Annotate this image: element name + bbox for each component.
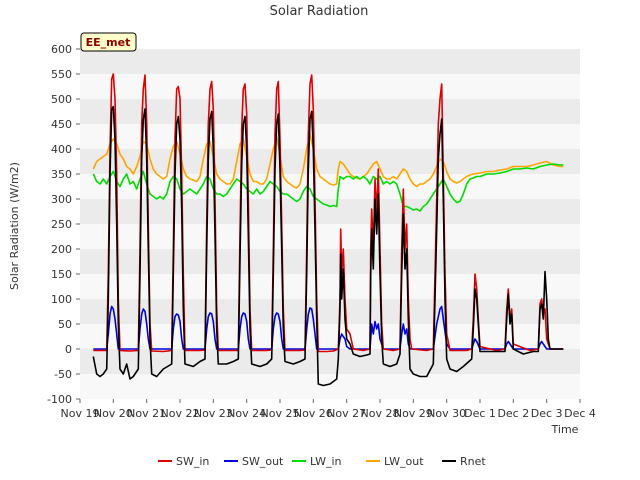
y-tick-label: 450 (51, 118, 72, 131)
legend-label-rnet: Rnet (460, 455, 486, 468)
x-tick-label: Nov 29 (394, 407, 433, 420)
station-badge-box (80, 32, 137, 52)
x-tick-label: Nov 22 (161, 407, 200, 420)
grid-band (80, 174, 580, 199)
legend-label-sw-out: SW_out (242, 455, 284, 468)
x-axis-label: Time (551, 423, 579, 436)
y-tick-label: 100 (51, 293, 72, 306)
x-tick-label: Nov 21 (127, 407, 166, 420)
x-tick-label: Dec 2 (497, 407, 529, 420)
legend-label-sw-in: SW_in (176, 455, 209, 468)
x-tick-label: Dec 4 (564, 407, 596, 420)
y-tick-label: 150 (51, 268, 72, 281)
grid-band (80, 124, 580, 149)
y-tick-label: 350 (51, 168, 72, 181)
y-tick-label: 0 (65, 343, 72, 356)
grid-band (80, 324, 580, 349)
station-badge-text: EE_met (86, 36, 131, 49)
y-tick-label: 500 (51, 93, 72, 106)
x-tick-label: Dec 1 (464, 407, 496, 420)
series-line-sw-out (93, 305, 564, 350)
grid-band (80, 199, 580, 224)
y-tick-label: 200 (51, 243, 72, 256)
grid-bands (80, 49, 580, 399)
x-tick-label: Nov 26 (294, 407, 333, 420)
x-tick-label: Nov 27 (327, 407, 366, 420)
y-tick-label: -50 (54, 368, 72, 381)
y-tick-label: -100 (47, 393, 72, 406)
y-tick-label: 400 (51, 143, 72, 156)
station-badge: EE_met (80, 32, 137, 52)
series-layer (92, 73, 564, 387)
grid-band (80, 299, 580, 324)
y-tick-label: 600 (51, 43, 72, 56)
grid-band (80, 274, 580, 299)
grid-band (80, 149, 580, 174)
x-tick-label: Nov 25 (261, 407, 300, 420)
y-tick-label: 50 (58, 318, 72, 331)
grid-band (80, 49, 580, 74)
y-axis-ticks: -100 -50 0 50 100 150 200 250 300 350 400 450 500 550… (47, 43, 80, 406)
legend-label-lw-in: LW_in (310, 455, 342, 468)
x-tick-label: Nov 20 (94, 407, 133, 420)
y-tick-label: 550 (51, 68, 72, 81)
grid-band (80, 249, 580, 274)
x-tick-label: Nov 19 (61, 407, 100, 420)
grid-band (80, 374, 580, 399)
legend: SW_in SW_out LW_in LW_out Rnet (158, 455, 486, 468)
legend-label-lw-out: LW_out (384, 455, 424, 468)
y-tick-label: 300 (51, 193, 72, 206)
series-line-lw-in (92, 163, 564, 212)
grid-band (80, 74, 580, 99)
grid-band (80, 99, 580, 124)
y-tick-label: 250 (51, 218, 72, 231)
x-tick-label: Dec 3 (531, 407, 563, 420)
y-axis-label: Solar Radiation (W/m2) (8, 162, 21, 290)
chart-title: Solar Radiation (270, 4, 369, 19)
x-tick-label: Nov 28 (361, 407, 400, 420)
grid-band (80, 349, 580, 374)
x-tick-label: Nov 24 (227, 407, 266, 420)
series-line-rnet (92, 105, 564, 387)
x-tick-label: Nov 23 (194, 407, 233, 420)
grid-band (80, 224, 580, 249)
x-tick-label: Nov 30 (427, 407, 466, 420)
